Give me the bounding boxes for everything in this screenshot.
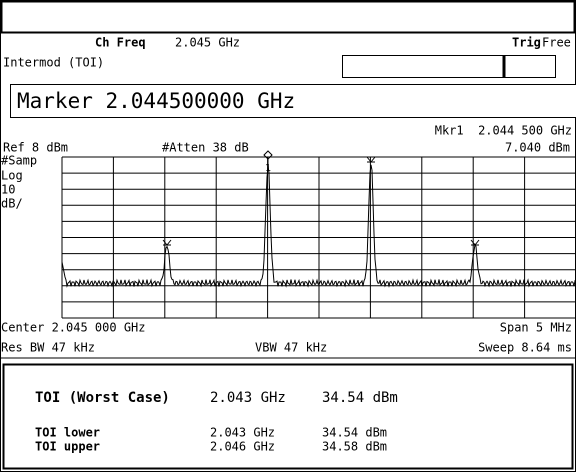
marker-symbol <box>470 239 480 246</box>
vbw: VBW 47 kHz <box>255 341 327 355</box>
status-box <box>342 55 556 78</box>
mode-label: Intermod (TOI) <box>3 56 104 70</box>
marker-level: 7.040 dBm <box>505 141 570 155</box>
marker-symbols <box>162 150 480 246</box>
detector: #Samp <box>1 154 37 168</box>
marker-readout: Mkr1 2.044 500 GHz <box>435 124 572 138</box>
marker-number: 1 <box>265 163 271 174</box>
ch-freq-label: Ch Freq <box>95 36 146 50</box>
scale-value: 10 <box>1 183 15 197</box>
result-freq: 2.043 GHz <box>210 426 275 440</box>
marker-entry[interactable]: Marker 2.044500000 GHz <box>17 89 295 113</box>
center-freq: Center 2.045 000 GHz <box>1 321 146 335</box>
scale-type: Log <box>1 169 23 183</box>
attenuation: #Atten 38 dB <box>162 141 249 155</box>
results-panel <box>2 363 574 470</box>
ref-level: Ref 8 dBm <box>3 141 68 155</box>
worst-case-level: 34.54 dBm <box>322 390 398 406</box>
result-freq: 2.046 GHz <box>210 440 275 454</box>
worst-case-freq: 2.043 GHz <box>210 390 286 406</box>
result-label: TOI lower <box>35 426 100 440</box>
result-level: 34.58 dBm <box>322 440 387 454</box>
active-marker <box>263 150 273 166</box>
worst-case-label: TOI (Worst Case) <box>35 390 170 406</box>
marker-symbol <box>162 239 172 246</box>
marker-entry-box[interactable] <box>10 84 576 118</box>
graticule <box>61 156 576 319</box>
result-level: 34.54 dBm <box>322 426 387 440</box>
trig-label: Trig <box>512 36 541 50</box>
scale-unit: dB/ <box>1 197 23 211</box>
ch-freq-value: 2.045 GHz <box>175 36 240 50</box>
result-label: TOI upper <box>35 440 100 454</box>
span: Span 5 MHz <box>500 321 572 335</box>
title-bar <box>0 0 576 34</box>
marker-symbol <box>366 156 376 163</box>
res-bw: Res BW 47 kHz <box>1 341 95 355</box>
trace <box>61 164 576 288</box>
sweep: Sweep 8.64 ms <box>478 341 572 355</box>
trig-value: Free <box>542 36 571 50</box>
